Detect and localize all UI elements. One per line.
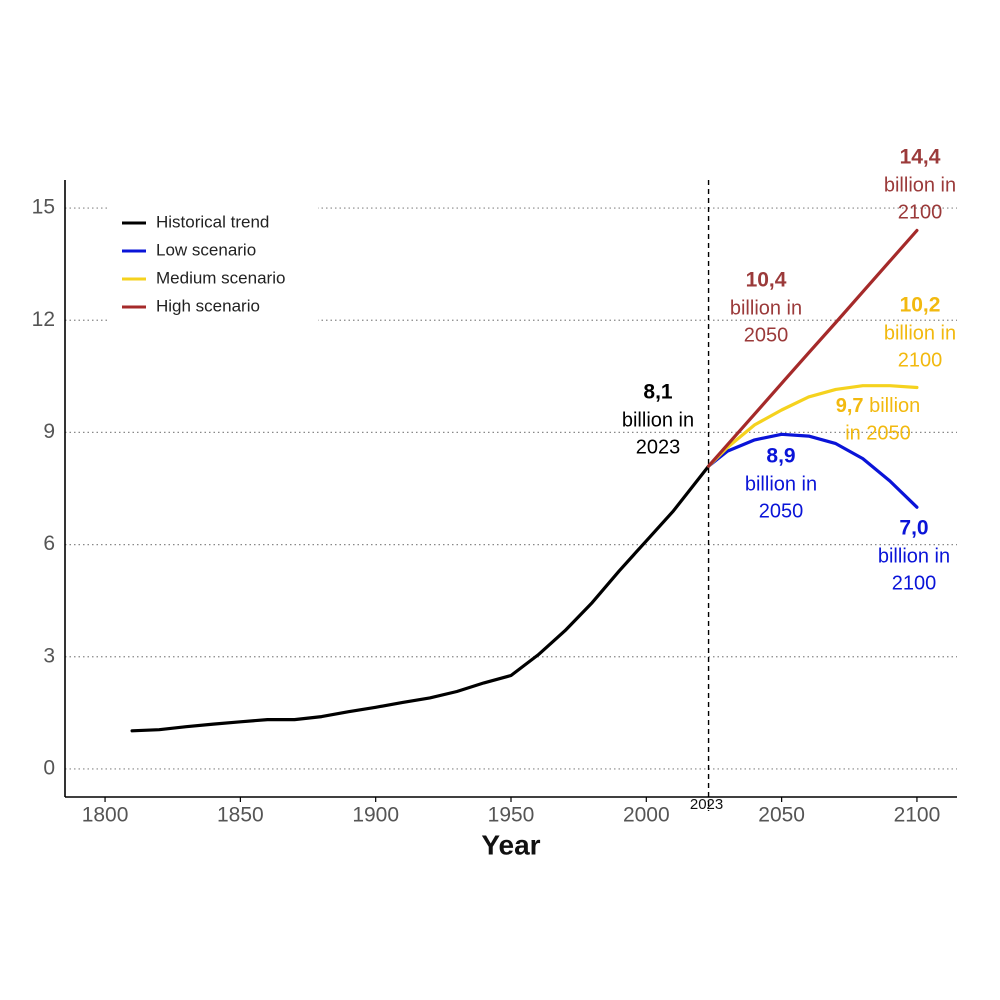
annotation-text: 2023 [636,436,681,458]
series-line [706,384,919,468]
x-tick-label: 1900 [352,804,399,827]
annotation-value: 10,2 [900,294,941,317]
legend-background [108,205,318,323]
annotation-text: 2050 [759,500,804,522]
annotation-text: in 2050 [845,422,911,444]
annotation-text: billion [869,395,920,417]
y-tick-label: 0 [43,757,55,780]
y-tick-label: 15 [32,196,55,219]
x-tick-label: 2100 [894,804,941,827]
x-tick-label: 2000 [623,804,670,827]
x-tick-label: 1800 [82,804,129,827]
annotation-text: 2050 [744,324,789,346]
series-line [130,464,711,733]
annotation-value: 14,4 [900,146,941,169]
legend-label: Historical trend [156,212,269,231]
x-tick-label: 1850 [217,804,264,827]
annotation-value: 10,4 [746,269,787,292]
legend-label: Low scenario [156,240,256,259]
legend-label: Medium scenario [156,268,285,287]
annotation-text: billion in [884,322,956,344]
x-tick-label: 1950 [488,804,535,827]
annotation-value: 8,1 [643,381,673,404]
annotation-text: billion in [884,174,956,196]
y-tick-label: 9 [43,420,55,443]
y-tick-label: 6 [43,532,55,555]
annotation-text: 2100 [892,572,937,594]
annotation-text: billion in [730,297,802,319]
annotation-text: 2100 [898,201,943,223]
annotation: 9,7 billion [836,395,921,417]
x-axis-label: Year [481,829,540,860]
annotation-value: 7,0 [899,517,928,540]
series-line [706,432,919,509]
annotation-text: billion in [622,409,694,431]
annotation-text: billion in [878,545,950,567]
y-tick-label: 12 [32,308,55,331]
annotation-value: 9,7 [836,395,864,417]
y-tick-label: 3 [43,644,55,667]
annotation-text: billion in [745,473,817,495]
series-line [706,228,919,468]
x-tick-label: 2050 [758,804,805,827]
annotation-value: 8,9 [766,445,795,468]
reference-line-label: 2023 [690,796,723,813]
annotation-text: 2100 [898,349,943,371]
legend-label: High scenario [156,296,260,315]
